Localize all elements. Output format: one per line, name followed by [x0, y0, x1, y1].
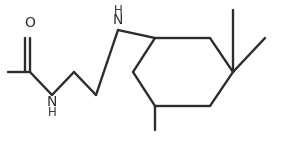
Text: O: O: [24, 16, 35, 30]
Text: N: N: [47, 95, 57, 109]
Text: H: H: [114, 3, 122, 16]
Text: H: H: [48, 107, 56, 120]
Text: N: N: [113, 13, 123, 27]
